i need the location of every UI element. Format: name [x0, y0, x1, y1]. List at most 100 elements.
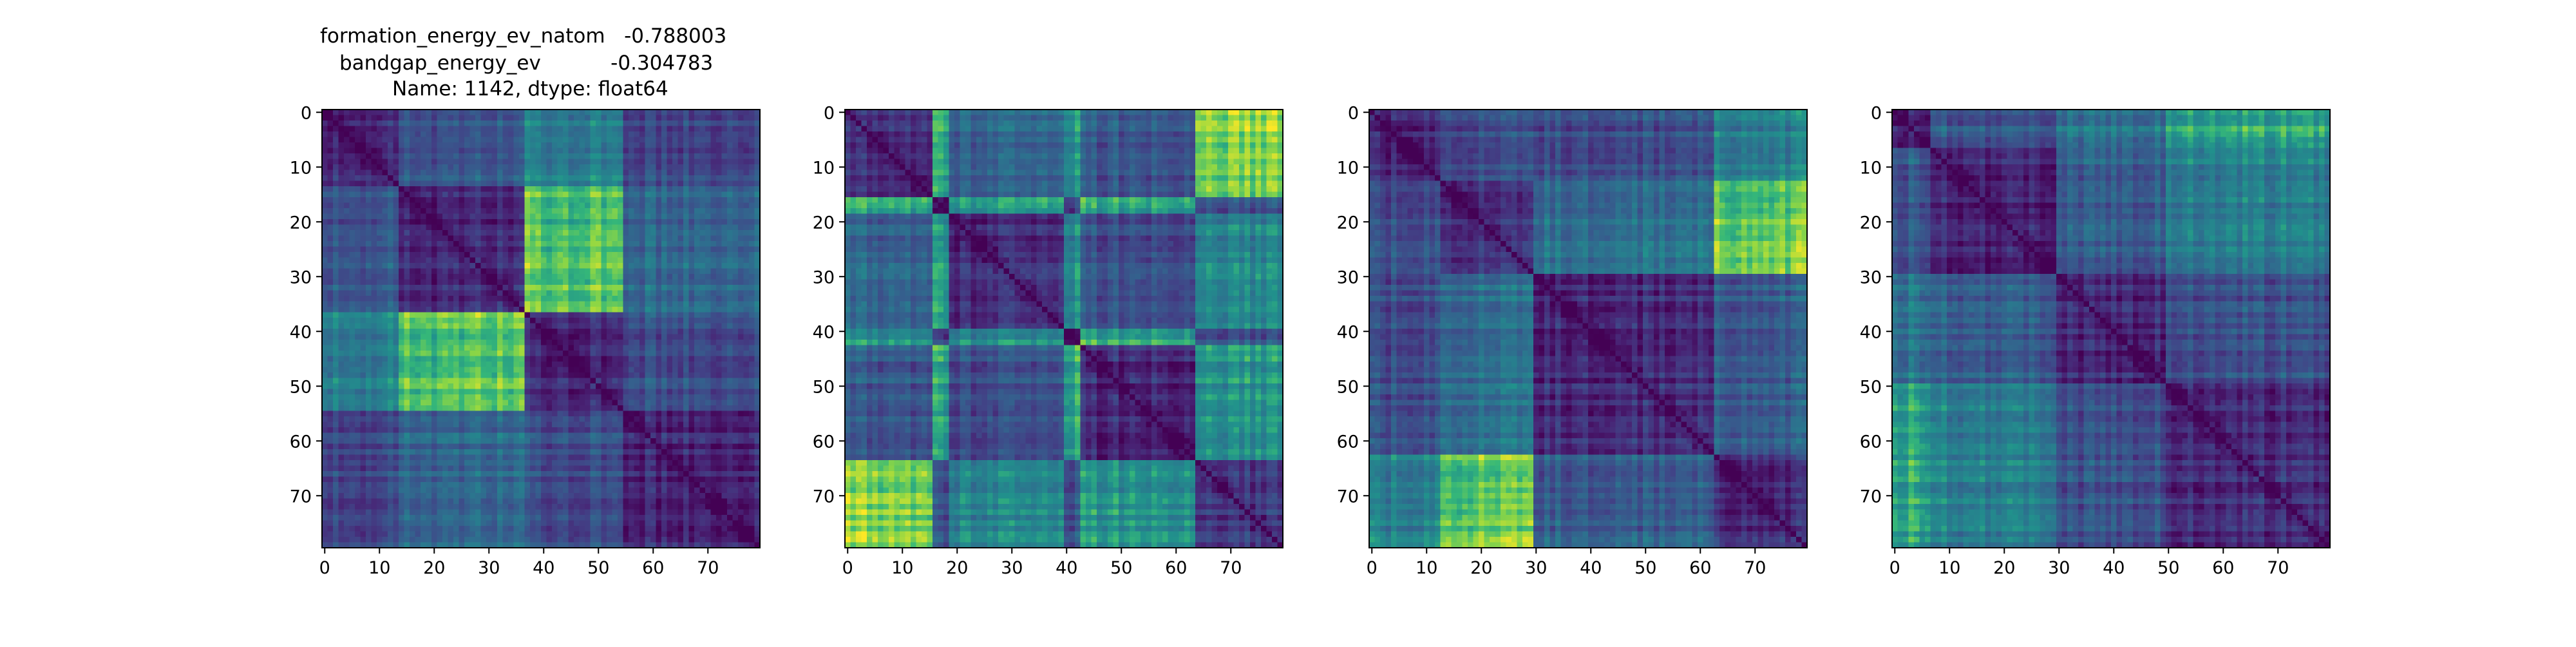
- heatmap-cell: [322, 318, 328, 324]
- heatmap-cell: [754, 334, 761, 340]
- heatmap-cell: [749, 164, 755, 171]
- heatmap-cell: [557, 137, 564, 143]
- heatmap-cell: [431, 542, 438, 548]
- heatmap-cell: [552, 318, 558, 324]
- heatmap-cell: [486, 515, 493, 521]
- heatmap-cell: [459, 378, 465, 384]
- heatmap-cell: [355, 504, 361, 510]
- heatmap-cell: [563, 197, 569, 204]
- heatmap-cell: [502, 252, 509, 258]
- heatmap-cell: [530, 362, 536, 368]
- heatmap-cell: [530, 213, 536, 220]
- heatmap-cell: [623, 230, 629, 237]
- heatmap-cell: [415, 252, 421, 258]
- heatmap-cell: [393, 285, 399, 291]
- heatmap-cell: [705, 246, 712, 253]
- heatmap-cell: [426, 329, 432, 335]
- heatmap-cell: [508, 400, 515, 406]
- heatmap-cell: [743, 241, 750, 247]
- heatmap-cell: [508, 421, 515, 428]
- heatmap-cell: [491, 159, 498, 165]
- heatmap-cell: [524, 268, 531, 275]
- heatmap-cell: [688, 164, 695, 171]
- heatmap-cell: [459, 454, 465, 461]
- heatmap-cell: [497, 493, 504, 499]
- heatmap-cell: [607, 318, 613, 324]
- heatmap-cell: [426, 471, 432, 478]
- heatmap-cell: [333, 421, 339, 428]
- heatmap-cell: [639, 224, 646, 231]
- heatmap-cell: [607, 191, 613, 198]
- heatmap-cell: [480, 329, 487, 335]
- heatmap-cell: [349, 257, 355, 264]
- heatmap-cell: [404, 213, 410, 220]
- heatmap-cell: [508, 334, 515, 340]
- heatmap-cell: [672, 159, 679, 165]
- heatmap-cell: [399, 383, 405, 390]
- heatmap-cell: [426, 219, 432, 226]
- heatmap-cell: [371, 241, 377, 247]
- heatmap-cell: [360, 509, 366, 516]
- heatmap-cell: [508, 476, 515, 483]
- heatmap-cell: [426, 197, 432, 204]
- heatmap-cell: [410, 208, 416, 215]
- heatmap-cell: [469, 460, 476, 467]
- heatmap-cell: [721, 224, 728, 231]
- heatmap-cell: [410, 520, 416, 526]
- heatmap-cell: [410, 290, 416, 296]
- heatmap-cell: [421, 175, 427, 182]
- heatmap-cell: [448, 416, 454, 423]
- heatmap-cell: [677, 252, 684, 258]
- heatmap-cell: [338, 159, 345, 165]
- heatmap-cell: [721, 301, 728, 307]
- heatmap-cell: [596, 252, 602, 258]
- heatmap-cell: [382, 290, 388, 296]
- heatmap-cell: [469, 296, 476, 302]
- heatmap-cell: [371, 235, 377, 242]
- heatmap-cell: [596, 208, 602, 215]
- heatmap-cell: [596, 340, 602, 346]
- heatmap-cell: [421, 202, 427, 209]
- heatmap-cell: [410, 191, 416, 198]
- heatmap-cell: [491, 110, 498, 116]
- heatmap-cell: [497, 296, 504, 302]
- heatmap-cell: [612, 186, 618, 193]
- heatmap-cell: [448, 186, 454, 193]
- heatmap-cell: [546, 307, 553, 313]
- heatmap-cell: [710, 164, 717, 171]
- heatmap-cell: [519, 329, 526, 335]
- heatmap-cell: [475, 180, 482, 187]
- heatmap-cell: [552, 285, 558, 291]
- heatmap-cell: [645, 213, 651, 220]
- heatmap-cell: [388, 443, 394, 450]
- heatmap-cell: [732, 219, 739, 226]
- heatmap-cell: [732, 169, 739, 176]
- heatmap-cell: [513, 219, 520, 226]
- heatmap-cell: [349, 356, 355, 362]
- heatmap-cell: [322, 219, 328, 226]
- heatmap-cell: [327, 416, 334, 423]
- heatmap-cell: [683, 213, 690, 220]
- heatmap-cell: [415, 509, 421, 516]
- heatmap-cell: [513, 257, 520, 264]
- heatmap-cell: [524, 334, 531, 340]
- heatmap-cell: [333, 131, 339, 138]
- heatmap-cell: [437, 471, 443, 478]
- heatmap-cell: [453, 378, 460, 384]
- heatmap-cell: [601, 175, 607, 182]
- heatmap-cell: [645, 312, 651, 318]
- heatmap-cell: [475, 159, 482, 165]
- heatmap-cell: [705, 219, 712, 226]
- heatmap-cell: [382, 312, 388, 318]
- heatmap-cell: [349, 208, 355, 215]
- heatmap-cell: [596, 115, 602, 121]
- heatmap-cell: [344, 498, 350, 505]
- heatmap-cell: [519, 285, 526, 291]
- heatmap-cell: [623, 169, 629, 176]
- heatmap-cell: [497, 323, 504, 329]
- heatmap-cell: [716, 323, 723, 329]
- heatmap-cell: [672, 137, 679, 143]
- heatmap-cell: [360, 421, 366, 428]
- heatmap-cell: [552, 180, 558, 187]
- heatmap-cell: [623, 252, 629, 258]
